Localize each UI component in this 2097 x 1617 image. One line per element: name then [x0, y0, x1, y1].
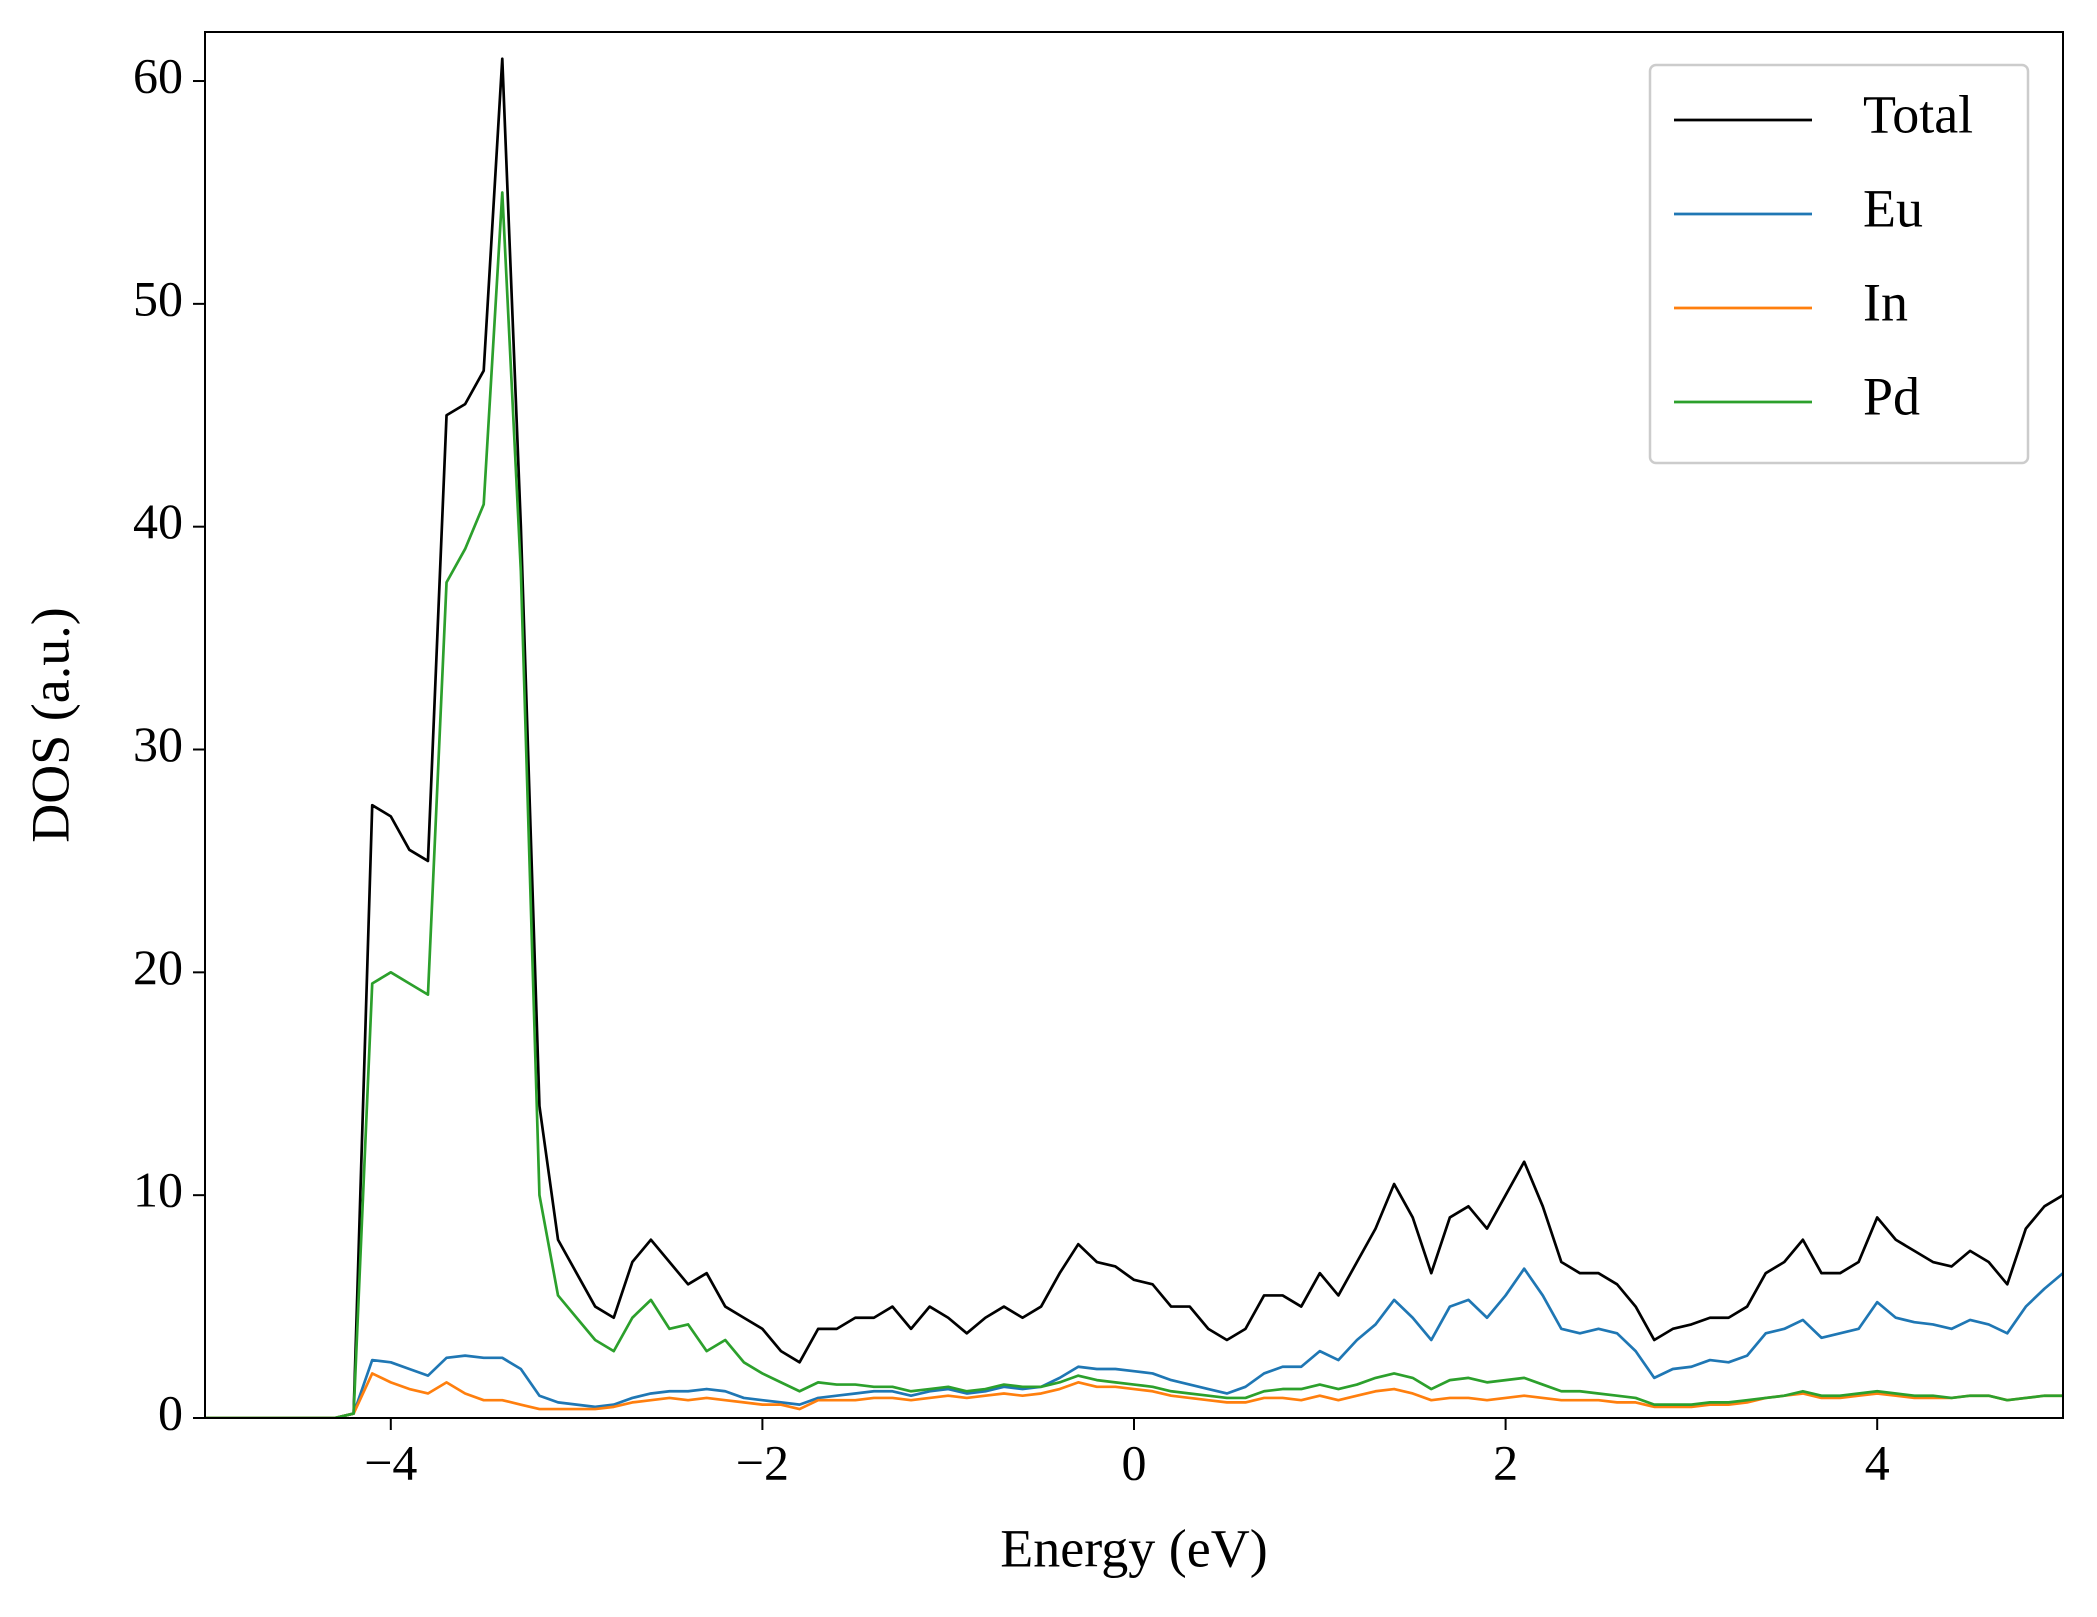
- line-series: [205, 1267, 2063, 1418]
- x-tick-label: −4: [364, 1434, 417, 1490]
- x-tick-label: 2: [1493, 1434, 1518, 1490]
- y-axis-label: DOS (a.u.): [20, 607, 80, 842]
- x-axis-label: Energy (eV): [1000, 1518, 1267, 1578]
- legend-label: In: [1863, 272, 1908, 332]
- x-tick-label: 0: [1122, 1434, 1147, 1490]
- y-tick-label: 60: [133, 47, 183, 103]
- y-tick-label: 20: [133, 939, 183, 995]
- y-tick-label: 50: [133, 270, 183, 326]
- legend-label: Pd: [1863, 366, 1920, 426]
- x-tick-label: −2: [736, 1434, 789, 1490]
- y-tick-label: 30: [133, 716, 183, 772]
- line-series: [205, 1372, 2063, 1418]
- line-series: [205, 191, 2063, 1418]
- legend-box: [1648, 63, 2030, 465]
- x-tick-label: 4: [1865, 1434, 1890, 1490]
- legend-label: Total: [1863, 84, 1973, 144]
- y-tick-label: 10: [133, 1162, 183, 1218]
- line-series: [205, 57, 2063, 1418]
- plot-frame: [204, 31, 2064, 1419]
- legend-label: Eu: [1863, 178, 1923, 238]
- y-tick-label: 0: [158, 1384, 183, 1440]
- y-tick-label: 40: [133, 493, 183, 549]
